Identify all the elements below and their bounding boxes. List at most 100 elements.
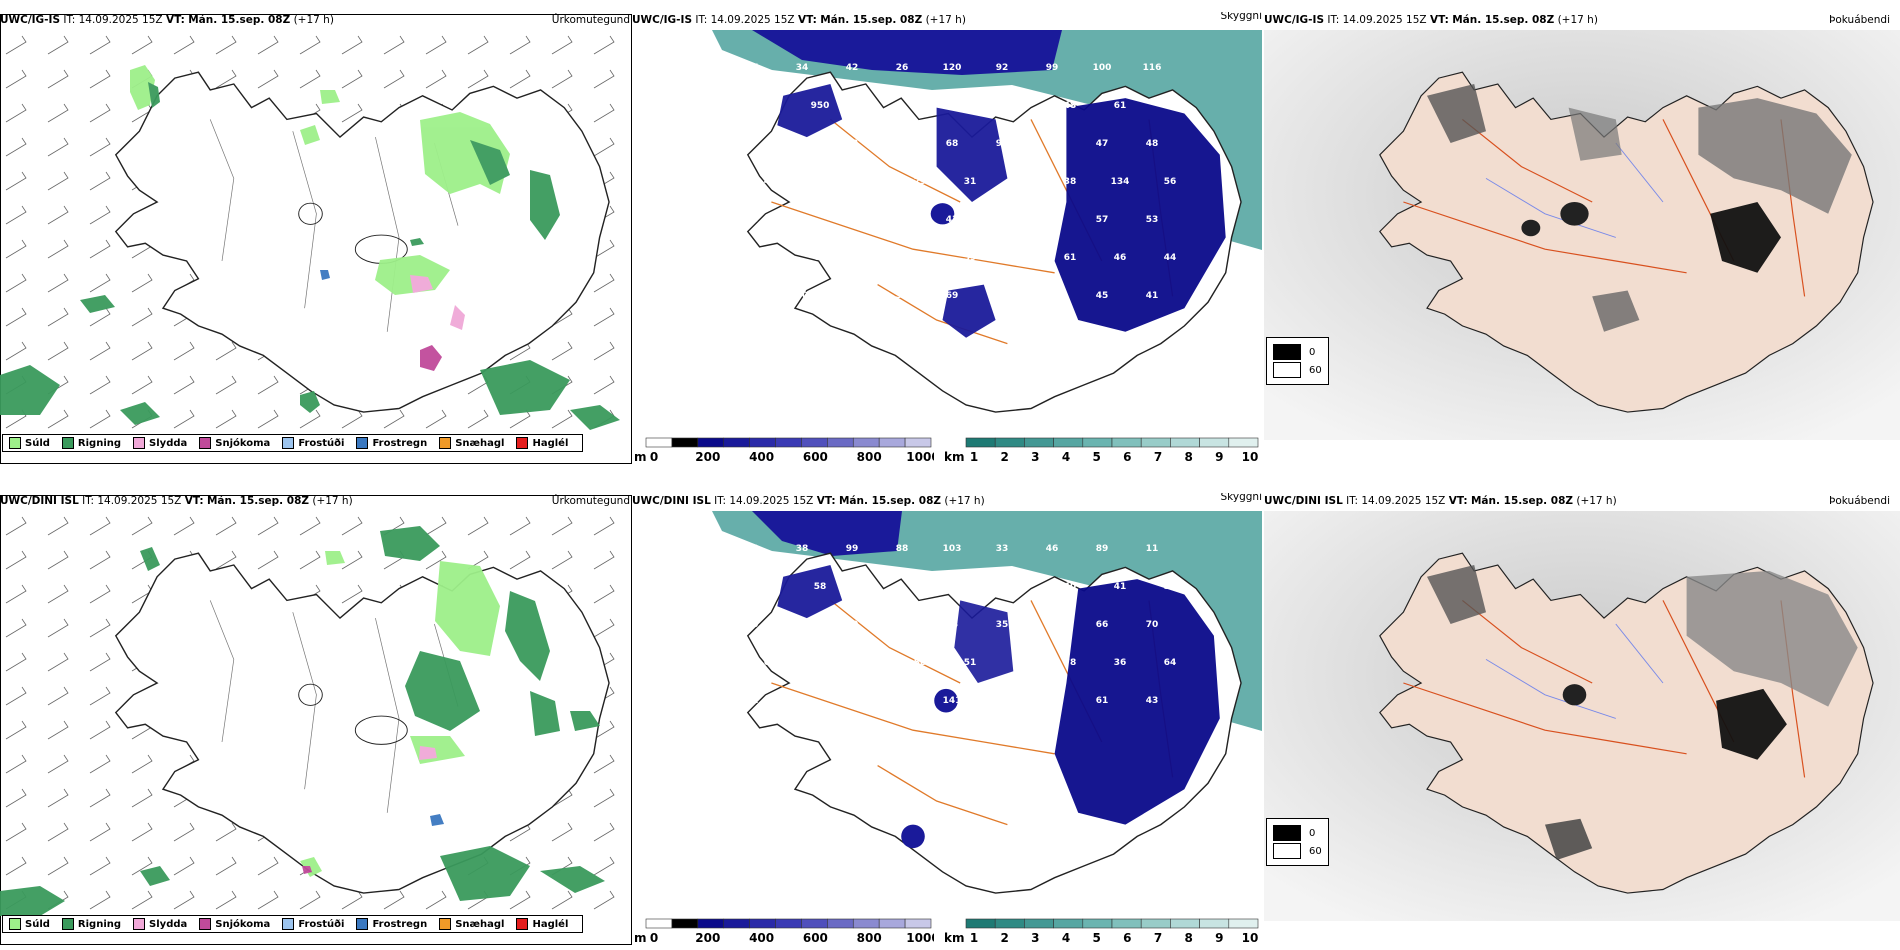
model-name: UWC/IG-IS [0,14,61,26]
cloud-base-label: 39 [1046,139,1059,149]
lead-time: (+17 h) [312,495,353,507]
cloud-base-label: 12 [796,215,809,225]
cloud-base-label: 61 [1114,101,1127,111]
cloud-base-label: 25 [814,329,827,339]
lead-time: (+17 h) [1576,495,1617,507]
legend-label: Súld [25,918,50,930]
colorbar-swatch [878,918,906,929]
colorbar-swatch [1053,918,1084,929]
legend-item: Frostúði [282,437,344,449]
fog-legend-label: 0 [1309,346,1316,358]
valid-time: Mán. 15.sep. 08Z [188,14,291,26]
fog-legend-row: 0 [1273,825,1322,841]
cloud-base-label: 60 [996,291,1009,301]
colorbar-swatch [878,437,906,448]
cloud-base-label: 30 [896,620,909,630]
colorbar-swatch [994,918,1025,929]
colorbar-swatch [904,918,932,929]
vt-label: VT: [1429,14,1449,26]
cloud-base-label: 57 [1096,215,1109,225]
legend-label: Snjókoma [215,437,271,449]
precip-legend: Súld Rigning Slydda Snjókoma Frostúði Fr… [2,915,584,933]
colorbar-swatch [1024,437,1054,448]
colorbar-tick-label: 0 [650,931,658,945]
cloud-base-label: 15 [896,215,909,225]
cloud-base-label: 28 [796,620,809,630]
colorbar-tick-label: 1 [970,450,978,464]
height-colorbar: m 0 200 400 600 800 1000 [634,436,940,468]
vt-label: VT: [184,495,204,507]
legend-item: Slydda [133,437,187,449]
cloud-base-label: 84 [764,101,777,111]
fog-panel-row1: UWC/IG-IS IT: 14.09.2025 15Z VT: Mán. 15… [1264,12,1900,464]
vt-label: VT: [1448,495,1468,507]
cloud-base-label: 36 [1014,177,1027,187]
fog-swatch [1273,843,1301,859]
cloud-base-label: 10 [914,582,927,592]
legend-item: Rigning [61,918,121,930]
legend-label: Snæhagl [455,437,505,449]
colorbar-swatch [827,918,854,929]
cloud-base-label: 61 [1064,253,1077,263]
colorbar-tick-label: 7 [1154,931,1162,945]
fog-legend-label: 60 [1309,364,1322,376]
colorbar-tick-label: 1 [970,931,978,945]
init-time: 14.09.2025 15Z [710,14,795,26]
cloud-label-group: 87 34 42 26 120 92 99 100 116 84 950 542 23 76 50 48 61 7… [746,63,1177,339]
init-time: 14.09.2025 15Z [1342,14,1427,26]
vt-label: VT: [797,14,817,26]
colorbar-tick-label: 9 [1215,931,1223,945]
cloud-base-label: 70 [1146,620,1159,630]
cloud-base-label: 64 [846,215,859,225]
cloud-base-label: 43 [1146,696,1159,706]
colorbar-swatch [994,437,1025,448]
cloud-base-label: 46 [1114,253,1127,263]
colorbar-swatch [1199,918,1230,929]
cloud-base-label: 51 [896,291,909,301]
colorbar-tick-label: 2 [1000,450,1008,464]
vt-label: VT: [165,14,185,26]
colorbar-swatch [1199,437,1230,448]
cloud-base-label: 98 [896,139,909,149]
cloud-base-label: 54 [764,253,777,263]
product-title: Þokuábendi [1829,495,1890,507]
colorbar-swatch [671,437,699,448]
colorbar-swatch [1111,918,1142,929]
fog-panel-row2: UWC/DINI ISL IT: 14.09.2025 15Z VT: Mán.… [1264,493,1900,945]
colorbar-tick-label: 10 [1242,450,1259,464]
cloud-base-label: 6 [749,139,755,149]
cloud-base-label: 23 [914,101,927,111]
fog-legend-label: 60 [1309,845,1322,857]
cloud-base-label: 59 [964,253,977,263]
fog-swatch [1273,362,1301,378]
cloud-base-label: 120 [943,63,962,73]
lead-time: (+17 h) [293,14,334,26]
lead-time: (+17 h) [944,495,985,507]
cloud-base-label: 91 [996,139,1009,149]
cloud-base-label: 51 [964,658,977,668]
vis-unit: km [944,450,964,464]
model-name: UWC/IG-IS [632,14,693,26]
cloud-base-label: 37 [746,291,759,301]
colorbar-tick-label: 1000 [906,450,934,464]
cloud-base-label: 47 [1096,139,1109,149]
cloud-base-label: 67 [864,658,877,668]
cloud-base-label: 76 [964,101,977,111]
legend-swatch [516,437,529,449]
product-title: Úrkomutegund [551,495,630,507]
colorbar-tick-label: 200 [695,931,720,945]
colorbar-swatch [645,918,673,929]
model-name: UWC/IG-IS [1264,14,1325,26]
cloud-base-label: 51 [1046,215,1059,225]
legend-swatch [61,918,74,930]
cloud-base-label: 100 [1093,63,1112,73]
height-unit: m [634,450,647,464]
colorbar-tick-label: 2 [1000,931,1008,945]
colorbar-tick-label: 5 [1092,450,1100,464]
cloud-base-label: 116 [1143,63,1162,73]
legend-item: Snæhagl [439,918,504,930]
cloud-base-label: 98 [746,544,759,554]
colorbar-swatch [1082,918,1113,929]
cloud-base-label: 38 [796,544,809,554]
visibility-colorbar: km 1 2 3 4 5 6 7 8 9 10 [944,917,1262,949]
